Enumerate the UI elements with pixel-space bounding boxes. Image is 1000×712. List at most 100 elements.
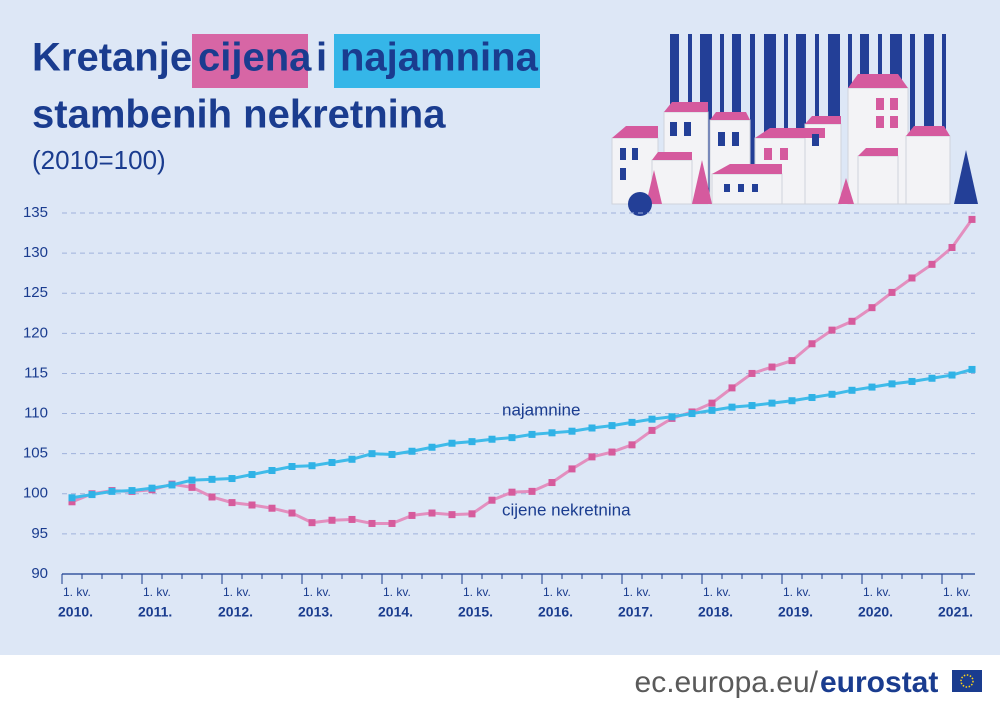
data-point [648, 415, 656, 423]
x-tick-sublabel: 1. kv. [223, 585, 251, 599]
y-tick-label: 115 [24, 364, 48, 381]
data-point [268, 504, 276, 512]
data-point [448, 511, 456, 519]
data-point [68, 498, 76, 506]
data-point [248, 471, 256, 479]
x-tick-label: 2018. [698, 604, 733, 620]
data-point [368, 519, 376, 527]
data-point [268, 467, 276, 475]
data-point [128, 487, 136, 495]
x-tick-label: 2017. [618, 604, 653, 620]
data-point [968, 215, 976, 223]
data-point [908, 274, 916, 282]
data-point [628, 441, 636, 449]
data-point [748, 402, 756, 410]
y-tick-label: 100 [23, 485, 48, 502]
data-point [228, 475, 236, 483]
y-tick-label: 125 [23, 284, 48, 301]
data-point [848, 317, 856, 325]
series-line [71, 367, 973, 500]
data-point [928, 374, 936, 382]
data-point [968, 365, 976, 373]
title: Kretanje [32, 36, 192, 80]
data-point [488, 496, 496, 504]
data-point [248, 501, 256, 509]
data-point [88, 491, 96, 499]
x-tick-label: 2012. [218, 604, 253, 620]
data-point [588, 424, 596, 432]
data-point [308, 519, 316, 527]
x-tick-label: 2020. [858, 604, 893, 620]
x-tick-label: 2021. [938, 604, 973, 620]
data-point [708, 406, 716, 414]
data-point [568, 427, 576, 435]
data-point [848, 386, 856, 394]
data-point [628, 418, 636, 426]
x-tick-label: 2016. [538, 604, 573, 620]
title: cijena [198, 36, 312, 80]
series-label: najamnine [502, 400, 580, 419]
y-tick-label: 90 [31, 565, 48, 582]
x-tick-sublabel: 1. kv. [383, 585, 411, 599]
data-point [528, 430, 536, 438]
data-point [768, 399, 776, 407]
data-point [788, 397, 796, 405]
data-point [188, 476, 196, 484]
data-point [208, 475, 216, 483]
footer-site: ec.europa.eu/ [635, 666, 819, 699]
data-point [648, 426, 656, 434]
data-point [408, 447, 416, 455]
data-point [888, 380, 896, 388]
data-point [428, 509, 436, 517]
y-tick-label: 135 [23, 204, 48, 221]
data-point [448, 439, 456, 447]
data-point [328, 458, 336, 466]
eu-flag-stars [960, 674, 974, 688]
data-point [348, 455, 356, 463]
data-point [928, 260, 936, 268]
x-tick-sublabel: 1. kv. [63, 585, 91, 599]
series-label: cijene nekretnina [502, 500, 631, 519]
x-tick-label: 2010. [58, 604, 93, 620]
data-point [108, 487, 116, 495]
data-point [368, 450, 376, 458]
data-point [528, 487, 536, 495]
data-point [668, 413, 676, 421]
footer-brand: eurostat [820, 666, 938, 699]
data-point [908, 377, 916, 385]
data-point [868, 383, 876, 391]
data-point [608, 448, 616, 456]
data-point [428, 443, 436, 451]
data-point [828, 390, 836, 398]
data-point [548, 479, 556, 487]
data-point [348, 515, 356, 523]
data-point [288, 463, 296, 471]
y-tick-label: 130 [23, 244, 48, 261]
data-point [328, 516, 336, 524]
data-point [588, 453, 596, 461]
data-point [508, 434, 516, 442]
data-point [688, 410, 696, 418]
data-point [508, 488, 516, 496]
data-point [388, 450, 396, 458]
data-point [308, 462, 316, 470]
x-tick-sublabel: 1. kv. [303, 585, 331, 599]
y-tick-label: 95 [31, 525, 48, 542]
data-point [808, 394, 816, 402]
data-point [288, 509, 296, 517]
data-point [608, 422, 616, 430]
title: i [316, 36, 327, 80]
data-point [768, 363, 776, 371]
data-point [808, 340, 816, 348]
data-point [188, 483, 196, 491]
data-point [948, 243, 956, 251]
y-tick-label: 105 [23, 445, 48, 462]
data-point [208, 493, 216, 501]
data-point [488, 435, 496, 443]
x-tick-sublabel: 1. kv. [143, 585, 171, 599]
x-tick-sublabel: 1. kv. [463, 585, 491, 599]
data-point [148, 484, 156, 492]
x-tick-label: 2019. [778, 604, 813, 620]
data-point [168, 481, 176, 489]
y-tick-label: 120 [23, 324, 48, 341]
